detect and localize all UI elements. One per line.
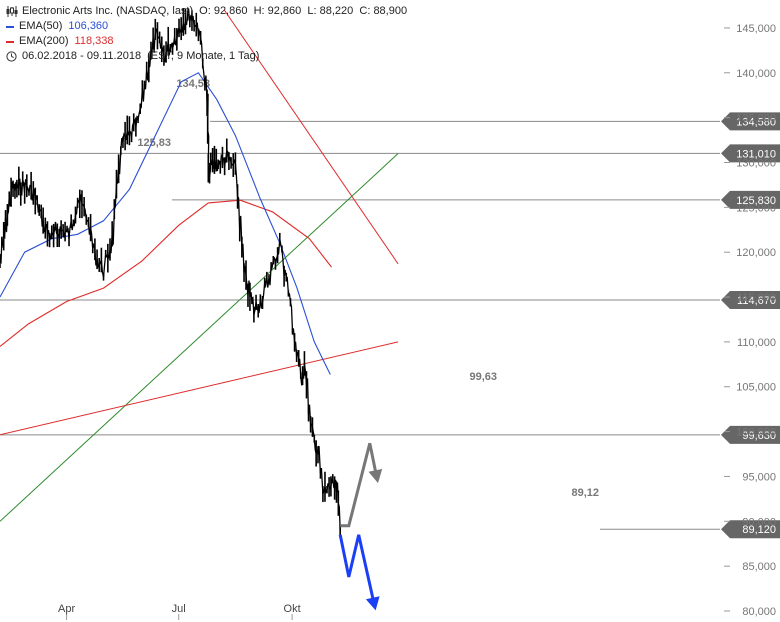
ema50-swatch	[6, 25, 14, 28]
trendline-red	[0, 341, 399, 436]
level-note: 125,83	[137, 137, 171, 149]
level-tag-label: 89,120	[742, 524, 776, 536]
x-tick-label: Jul	[172, 603, 186, 615]
x-tick-label: Apr	[58, 603, 75, 615]
level-tag	[721, 425, 780, 444]
y-tick-label: 80,000	[742, 606, 776, 618]
level-note: 89,12	[571, 487, 599, 499]
horizontal-levels: 134,580 134,58 131,010 125,830 125,83 114,670…	[0, 78, 780, 539]
ema200-line	[0, 199, 332, 347]
y-tick-label: 140,000	[736, 68, 776, 80]
candlestick-icon	[6, 6, 18, 17]
projection-blue	[338, 534, 377, 607]
trendlines	[0, 9, 399, 522]
trendline-red	[223, 9, 399, 265]
level-tag	[721, 190, 780, 209]
level-tag	[721, 291, 780, 309]
ema50-line	[0, 72, 331, 375]
level-note: 134,58	[176, 78, 210, 90]
level-tag	[721, 520, 780, 539]
legend-ema50-label: EMA(50)	[19, 20, 63, 32]
projection-gray	[340, 442, 379, 528]
x-tick-label: Okt	[284, 603, 301, 615]
level-tag-label: 114,670	[737, 295, 776, 307]
chart-legend: Electronic Arts Inc. (NASDAQ, last) O: 9…	[6, 4, 407, 64]
legend-ema200-row: EMA(200) 118,338	[6, 34, 407, 49]
y-tick-label: 85,000	[742, 561, 776, 573]
y-tick-label: 100,000	[736, 427, 776, 439]
y-tick-label: 110,000	[737, 337, 776, 349]
y-tick-label: 130,000	[736, 157, 776, 169]
y-tick-label: 95,000	[742, 471, 776, 483]
legend-title-row: Electronic Arts Inc. (NASDAQ, last) O: 9…	[6, 4, 407, 19]
projection-arrowhead-blue	[365, 596, 380, 611]
y-tick-label: 105,000	[736, 382, 776, 394]
level-note: 99,63	[469, 371, 497, 383]
legend-ema200-value: 118,338	[74, 35, 114, 47]
ema200-layer	[0, 199, 332, 347]
y-tick-label: 145,000	[736, 23, 776, 35]
trendline-green	[0, 153, 399, 522]
level-tag-label: 131,010	[736, 148, 776, 160]
legend-ema200-label: EMA(200)	[19, 35, 69, 47]
clock-icon	[6, 51, 17, 62]
legend-title: Electronic Arts Inc. (NASDAQ, last)	[22, 5, 194, 17]
legend-range-row: 06.02.2018 - 09.11.2018 (EST, 9 Monate, …	[6, 49, 407, 64]
price-layer	[0, 8, 341, 538]
y-tick-label: 120,000	[736, 247, 776, 259]
level-tag-label: 125,830	[736, 195, 776, 207]
level-tag	[721, 112, 780, 131]
y-tick-label: 90,000	[742, 516, 776, 528]
y-tick-label: 125,000	[736, 202, 776, 214]
level-tag-label: 134,580	[736, 116, 776, 128]
legend-ema50-row: EMA(50) 106,360	[6, 19, 407, 34]
ema50-layer	[0, 72, 331, 375]
price-line	[0, 9, 341, 532]
legend-range: 06.02.2018 - 09.11.2018	[22, 50, 142, 62]
legend-range-meta: (EST, 9 Monate, 1 Tag)	[147, 50, 260, 62]
y-tick-label: 135,000	[736, 113, 776, 125]
y-axis: 80,000 85,000 90,000 95,000 100,000 105,000 11…	[724, 23, 776, 618]
legend-ema50-value: 106,360	[68, 20, 109, 32]
ema200-swatch	[6, 40, 14, 43]
legend-ohlc: O: 92,860 H: 92,860 L: 88,220 C: 88,900	[199, 5, 408, 17]
projection-arrows	[338, 442, 383, 611]
projection-arrowhead-gray	[368, 468, 383, 484]
level-tag-label: 99,630	[742, 430, 776, 442]
y-tick-label: 115,000	[737, 292, 776, 304]
level-tag	[721, 144, 780, 163]
x-axis: Apr Jul Okt	[58, 603, 301, 620]
